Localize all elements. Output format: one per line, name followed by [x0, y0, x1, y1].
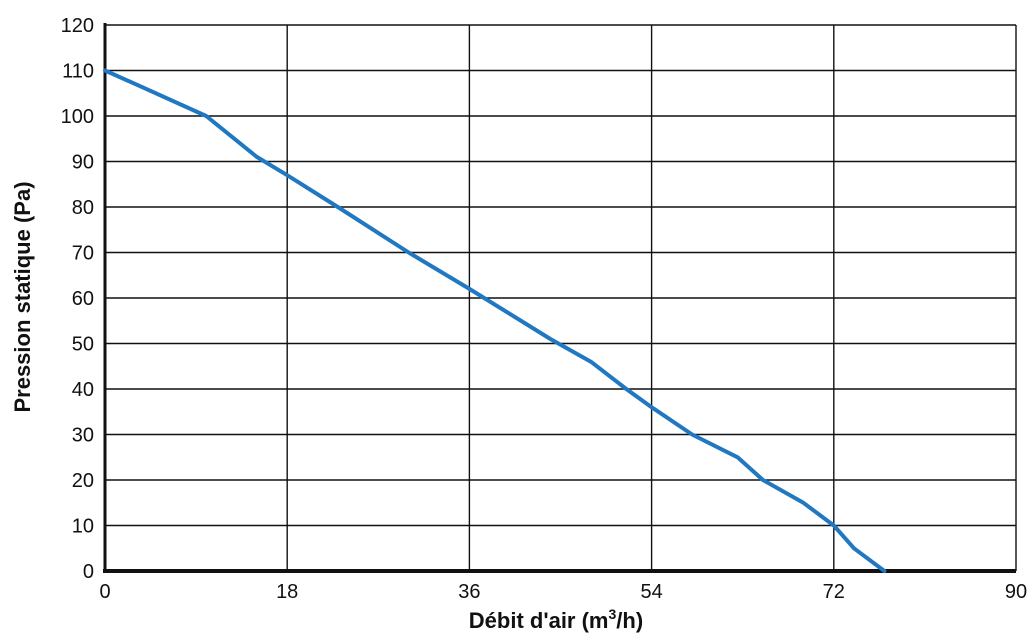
tick-labels: 0 10 20 30 40 50 60 70 80 90 100 110 120 0 18 36 54 72 90 — [61, 15, 1028, 603]
x-axis-title-superscript: 3 — [609, 606, 617, 622]
y-tick-label: 70 — [72, 243, 94, 265]
axes — [103, 23, 1016, 573]
y-tick-label: 10 — [72, 516, 94, 538]
y-tick-label: 80 — [72, 197, 94, 219]
y-tick-label: 90 — [72, 152, 94, 174]
y-tick-label: 30 — [72, 425, 94, 447]
y-tick-label: 120 — [61, 15, 94, 37]
grid — [105, 24, 1017, 571]
y-tick-label: 0 — [83, 561, 94, 583]
y-axis-title: Pression statique (Pa) — [10, 181, 35, 412]
x-axis-title: Débit d'air (m3/h) — [469, 606, 643, 633]
x-tick-label: 36 — [458, 581, 480, 603]
x-axis-title-main: Débit d'air (m — [469, 608, 609, 633]
series-layer — [103, 68, 887, 573]
y-tick-label: 20 — [72, 470, 94, 492]
series-line — [103, 68, 887, 573]
y-tick-label: 110 — [62, 61, 94, 83]
x-tick-label: 90 — [1005, 581, 1027, 603]
x-axis-title-suffix: /h) — [616, 608, 643, 633]
y-tick-label: 40 — [72, 379, 94, 401]
x-tick-label: 18 — [276, 581, 298, 603]
y-tick-label: 60 — [72, 288, 94, 310]
x-tick-label: 54 — [640, 581, 662, 603]
y-tick-label: 50 — [72, 334, 94, 356]
y-tick-label: 100 — [61, 106, 94, 128]
x-tick-label: 72 — [823, 581, 845, 603]
x-tick-label: 0 — [99, 581, 110, 603]
